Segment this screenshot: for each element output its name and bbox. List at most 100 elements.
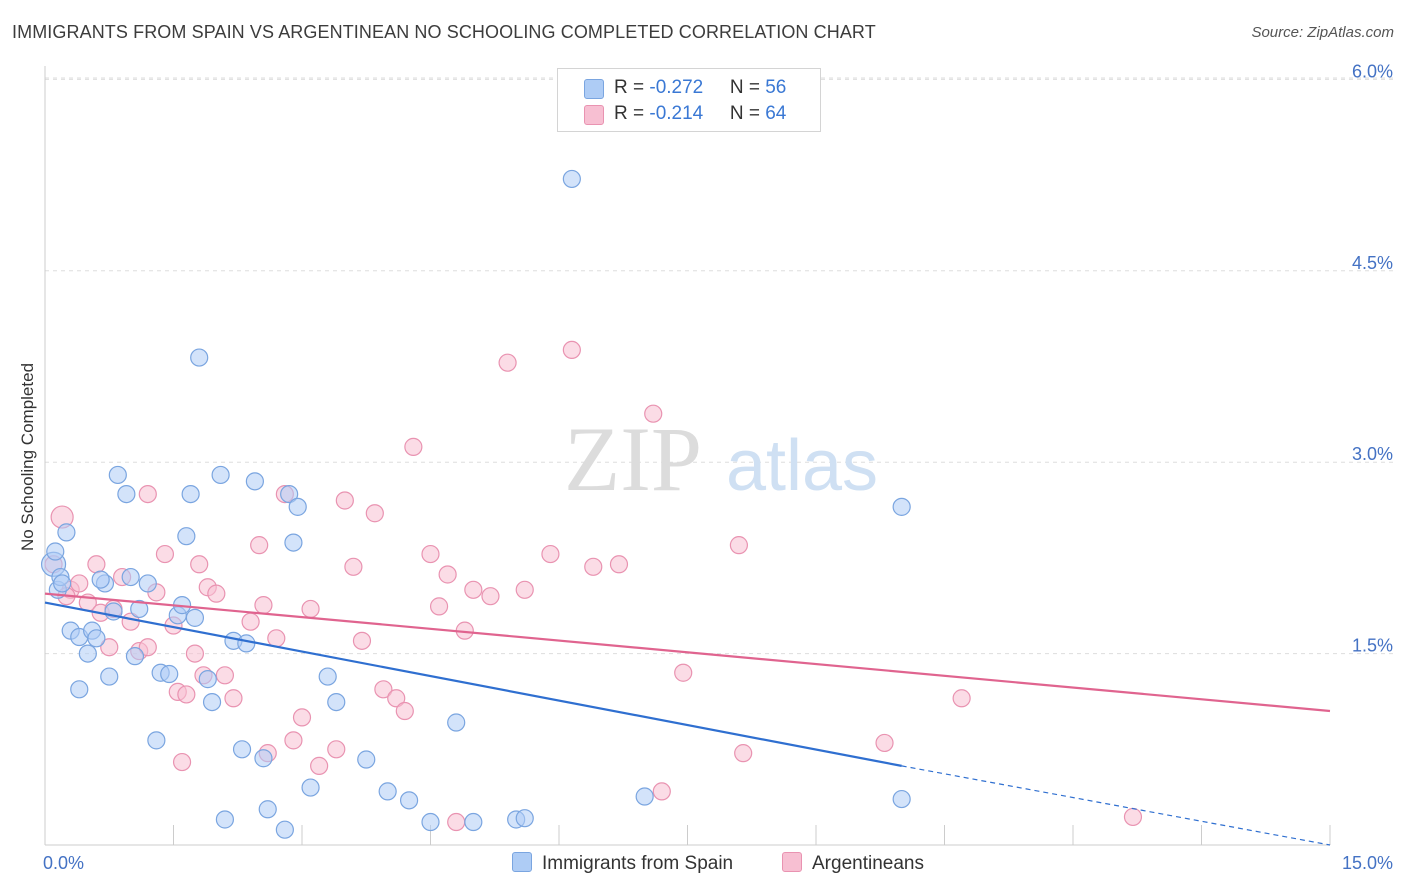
data-point-spain [288,497,307,516]
data-point-spain [515,809,534,828]
data-point-argentineans [734,744,753,763]
legend-r-label: R = [614,103,650,124]
x-tick-label: 0.0% [43,853,84,873]
data-point-argentineans [1123,807,1143,827]
data-point-argentineans [429,597,449,616]
data-point-spain [237,634,256,653]
trend-line-argentineans [44,592,1331,713]
data-point-spain [70,680,89,699]
data-point-spain [177,527,196,546]
data-point-argentineans [395,701,414,721]
x-tick-label: 15.0% [1342,853,1393,873]
data-point-argentineans [498,353,517,372]
data-point-argentineans [365,504,384,523]
data-point-argentineans [387,689,406,708]
data-point-spain [562,169,581,189]
data-point-argentineans [241,612,260,631]
data-point-argentineans [224,689,243,708]
bottom-legend-label: Argentineans [812,853,924,874]
data-point-argentineans [327,740,346,759]
data-point-argentineans [310,756,329,775]
data-point-argentineans [374,680,393,699]
data-point-argentineans [609,555,629,574]
data-point-argentineans [155,544,175,564]
data-point-spain [190,348,209,367]
data-point-argentineans [644,404,663,423]
data-point-spain [91,570,110,589]
data-point-spain [284,533,303,552]
data-point-spain [301,778,320,797]
data-point-argentineans [215,666,234,685]
data-point-argentineans [292,708,312,727]
legend-n-value: 64 [765,103,787,124]
data-point-spain [53,574,72,593]
data-point-spain [245,472,264,491]
data-point-spain [447,713,466,732]
data-point-spain [892,497,911,516]
y-tick-label: 3.0% [1352,444,1393,464]
legend-r-value: -0.214 [649,103,704,124]
data-point-spain [258,800,277,819]
data-point-argentineans [190,555,209,574]
bottom-legend-swatch-blue [512,852,532,872]
legend-r-label: R = [614,77,650,98]
data-point-argentineans [344,557,363,576]
data-point-spain [117,485,136,504]
data-point-argentineans [138,485,157,504]
data-point-spain [100,667,119,686]
data-point-argentineans [284,731,303,750]
legend-n-label: N = [729,103,766,124]
data-point-spain [160,664,179,684]
data-point-argentineans [70,574,89,593]
watermark-atlas: atlas [726,426,878,506]
data-point-spain [108,465,127,485]
legend-n-value: 56 [765,77,787,98]
data-point-spain [318,667,337,686]
grid-lines [45,77,1395,655]
bottom-legend-argentineans: Argentineans [782,852,924,875]
data-point-argentineans [464,580,483,599]
data-point-argentineans [250,536,269,555]
legend-swatch-blue [584,79,604,99]
series-argentineans [44,340,1143,832]
data-point-argentineans [952,689,971,708]
axes [44,66,1331,846]
data-point-argentineans [421,544,440,564]
data-point-argentineans [87,555,106,574]
data-point-spain [399,791,419,810]
legend-n-label: N = [729,77,766,98]
data-point-spain [198,670,217,689]
data-point-argentineans [254,596,273,615]
data-point-argentineans [438,565,457,584]
trend-lines [44,592,1331,846]
data-point-spain [185,608,205,627]
data-point-spain [125,647,145,666]
data-point-spain [78,644,97,663]
data-point-spain [421,812,440,832]
data-point-spain [280,485,299,504]
data-point-spain [275,820,294,839]
data-point-spain [130,599,149,619]
data-point-spain [464,812,483,832]
y-tick-label: 1.5% [1352,636,1393,656]
data-point-spain [357,750,376,769]
y-tick-label: 6.0% [1352,61,1393,81]
data-point-argentineans [177,685,196,704]
data-point-argentineans [541,544,560,564]
data-point-spain [215,810,234,829]
data-point-argentineans [301,599,320,619]
trend-line-spain [44,601,902,767]
legend-r-value: -0.272 [649,77,704,98]
data-point-spain [635,787,654,806]
data-point-spain [147,731,166,750]
bottom-legend-label: Immigrants from Spain [542,853,734,874]
data-point-spain [87,629,106,648]
legend: R = -0.272 N = 56 R = -0.214 N = 64 [557,68,821,132]
data-point-argentineans [352,631,372,650]
data-point-argentineans [185,644,205,663]
legend-swatch-pink [584,105,604,125]
chart-title: IMMIGRANTS FROM SPAIN VS ARGENTINEAN NO … [12,22,876,42]
data-point-argentineans [267,629,286,648]
data-point-spain [202,692,222,712]
data-point-argentineans [875,733,894,753]
